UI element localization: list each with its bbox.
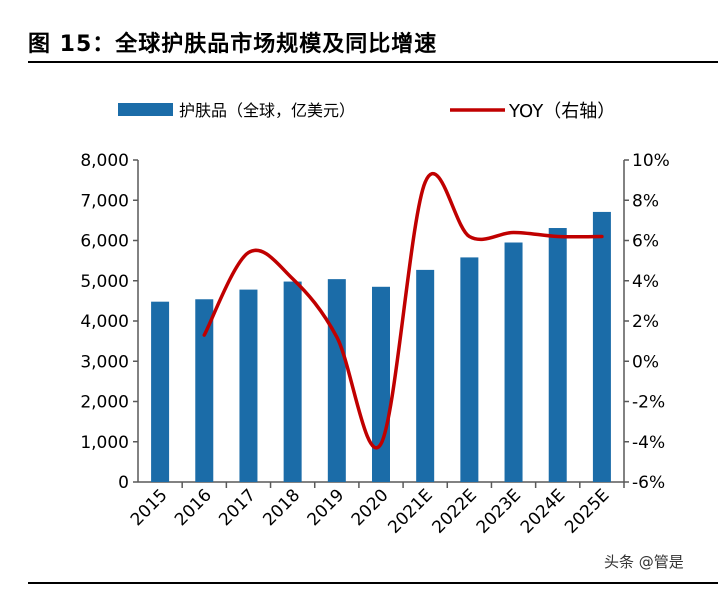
bar bbox=[327, 279, 346, 482]
right-tick-label: -6% bbox=[632, 473, 665, 493]
left-tick-label: 1,000 bbox=[80, 433, 129, 453]
bar bbox=[283, 281, 302, 482]
right-tick-label: 6% bbox=[632, 232, 659, 252]
right-tick-label: 2% bbox=[632, 312, 659, 332]
left-tick-label: 6,000 bbox=[80, 232, 129, 252]
bar bbox=[416, 269, 435, 482]
x-tick-label: 2015 bbox=[127, 485, 172, 530]
figure-title: 图 15：全球护肤品市场规模及同比增速 bbox=[28, 32, 438, 57]
bottom-rule bbox=[28, 582, 718, 584]
x-tick-label: 2017 bbox=[215, 485, 260, 530]
legend-line-label: YOY（右轴） bbox=[508, 101, 615, 122]
yoy-line bbox=[202, 171, 604, 450]
legend-bar-label: 护肤品（全球，亿美元） bbox=[179, 101, 355, 120]
right-tick-label: 8% bbox=[632, 191, 659, 211]
left-tick-label: 0 bbox=[118, 473, 129, 493]
left-tick-label: 8,000 bbox=[80, 151, 129, 171]
bar bbox=[239, 289, 258, 482]
legend-bar-swatch bbox=[118, 103, 173, 116]
left-tick-label: 5,000 bbox=[80, 272, 129, 292]
bar bbox=[372, 286, 390, 482]
right-tick-label: 4% bbox=[632, 272, 659, 292]
left-tick-label: 3,000 bbox=[80, 352, 129, 372]
title-rule bbox=[28, 61, 718, 63]
watermark: 头条 @管是 bbox=[604, 553, 684, 571]
right-tick-label: 10% bbox=[632, 151, 670, 171]
left-tick-label: 2,000 bbox=[80, 393, 129, 413]
x-tick-label: 2016 bbox=[171, 485, 216, 530]
bar bbox=[548, 228, 567, 482]
bar bbox=[504, 242, 523, 482]
right-tick-label: 0% bbox=[632, 352, 659, 372]
x-tick-label: 2018 bbox=[259, 485, 304, 530]
left-tick-label: 7,000 bbox=[80, 191, 129, 211]
bar bbox=[592, 211, 611, 483]
bar bbox=[151, 301, 170, 482]
right-tick-label: -2% bbox=[632, 393, 665, 413]
bar bbox=[460, 257, 479, 482]
x-tick-label: 2019 bbox=[304, 485, 349, 530]
x-tick-label: 2023E bbox=[473, 485, 525, 537]
bar bbox=[195, 299, 214, 482]
left-tick-label: 4,000 bbox=[80, 312, 129, 332]
x-tick-label: 2021E bbox=[384, 485, 436, 537]
right-tick-label: -4% bbox=[632, 433, 665, 453]
x-tick-label: 2025E bbox=[561, 485, 613, 537]
x-tick-label: 2022E bbox=[429, 485, 481, 537]
x-tick-label: 2024E bbox=[517, 485, 569, 537]
